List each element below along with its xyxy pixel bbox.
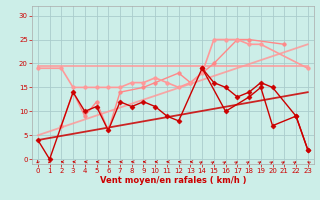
X-axis label: Vent moyen/en rafales ( km/h ): Vent moyen/en rafales ( km/h ) xyxy=(100,176,246,185)
